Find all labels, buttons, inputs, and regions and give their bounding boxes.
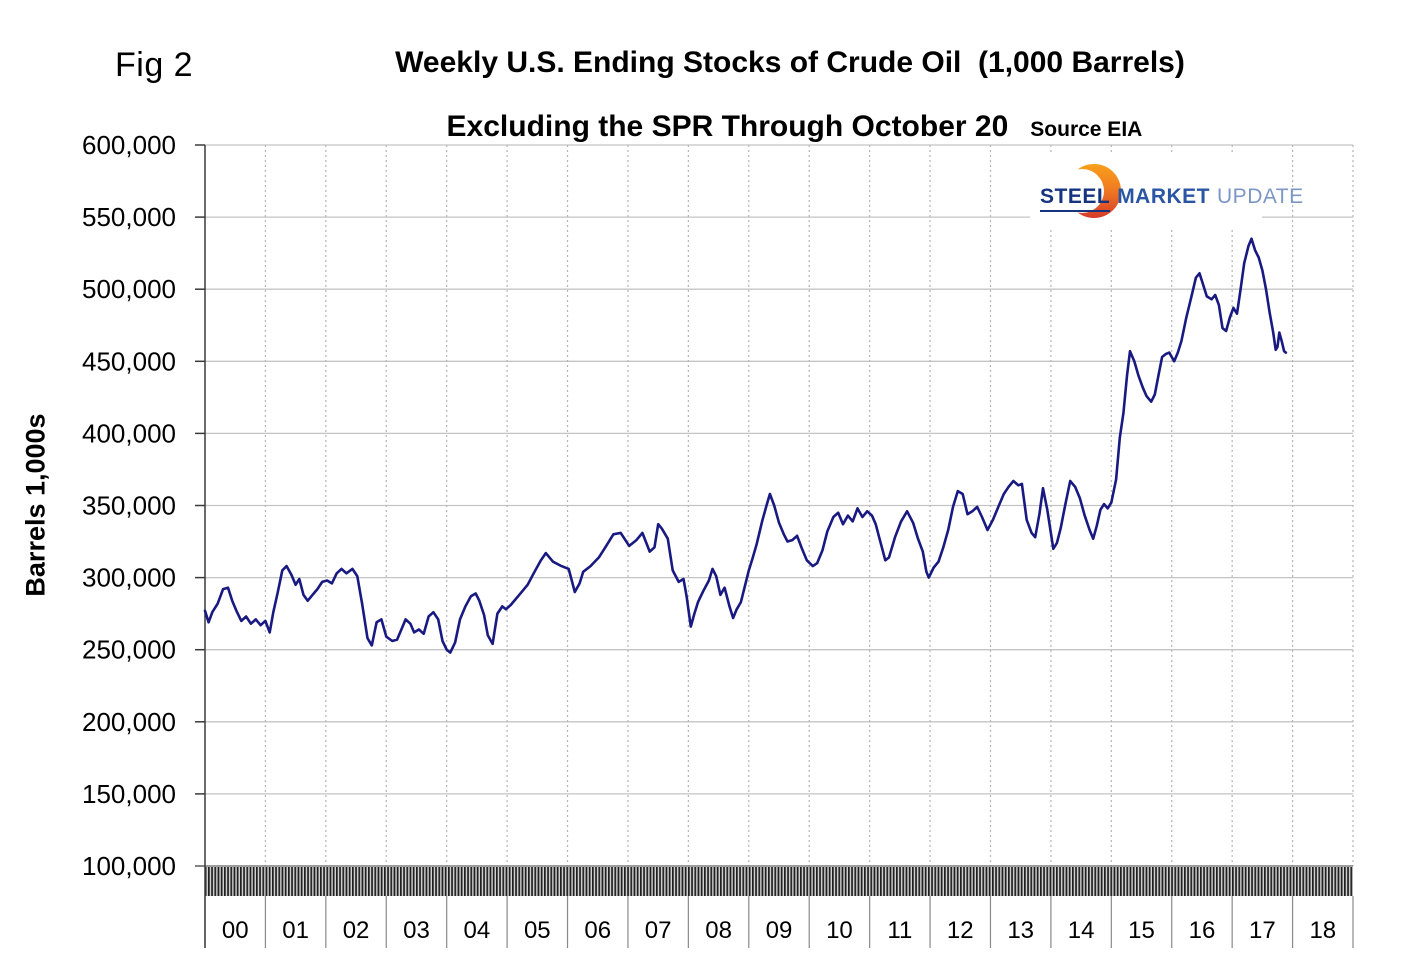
y-tick-label: 350,000 <box>82 491 176 521</box>
y-tick-label: 300,000 <box>82 563 176 593</box>
y-tick-label: 100,000 <box>82 851 176 881</box>
chart-title-line2: Excluding the SPR Through October 20 Sour… <box>230 92 1350 144</box>
x-year-label: 05 <box>524 917 551 944</box>
y-axis-title: Barrels 1,000s <box>20 413 51 597</box>
weekly-tick-band <box>205 867 1353 896</box>
smu-logo-text-update: UPDATE <box>1217 185 1304 208</box>
x-year-label: 01 <box>282 917 309 944</box>
x-year-label: 09 <box>766 917 793 944</box>
smu-logo-swoosh-icon <box>1060 164 1121 218</box>
figure-label: Fig 2 <box>115 46 194 84</box>
data-line-crude-stocks <box>203 237 1288 654</box>
smu-logo: STEEL MARKET UPDATE <box>1030 155 1303 227</box>
x-year-label: 06 <box>584 917 611 944</box>
smu-logo-text: STEEL MARKET UPDATE <box>1040 185 1304 212</box>
x-year-label: 16 <box>1189 917 1216 944</box>
x-year-label: 14 <box>1068 917 1095 944</box>
y-tick-label: 150,000 <box>82 779 176 809</box>
y-tick-label: 550,000 <box>82 202 176 232</box>
x-year-label: 18 <box>1309 917 1336 944</box>
y-tick-label: 600,000 <box>82 130 176 160</box>
x-year-label: 17 <box>1249 917 1276 944</box>
x-year-label: 15 <box>1128 917 1155 944</box>
y-tick-label: 500,000 <box>82 274 176 304</box>
x-year-label: 10 <box>826 917 853 944</box>
y-tick-label: 250,000 <box>82 635 176 665</box>
x-year-label: 12 <box>947 917 974 944</box>
smu-logo-text-steel: STEEL <box>1040 185 1111 212</box>
x-year-label: 07 <box>645 917 672 944</box>
y-tick-label: 400,000 <box>82 418 176 448</box>
chart-subtitle: Excluding the SPR Through October 20 <box>446 110 1009 143</box>
x-year-label: 11 <box>887 917 912 944</box>
smu-logo-text-market: MARKET <box>1117 185 1211 208</box>
chart-title-line1: Weekly U.S. Ending Stocks of Crude Oil (… <box>395 46 1185 79</box>
x-year-label: 13 <box>1007 917 1034 944</box>
x-year-label: 04 <box>464 917 491 944</box>
x-year-label: 00 <box>222 917 249 944</box>
y-tick-label: 450,000 <box>82 346 176 376</box>
x-year-label: 08 <box>705 917 732 944</box>
x-year-label: 03 <box>403 917 430 944</box>
y-tick-label: 200,000 <box>82 707 176 737</box>
source-label: Source EIA <box>1030 118 1143 141</box>
x-year-label: 02 <box>343 917 370 944</box>
